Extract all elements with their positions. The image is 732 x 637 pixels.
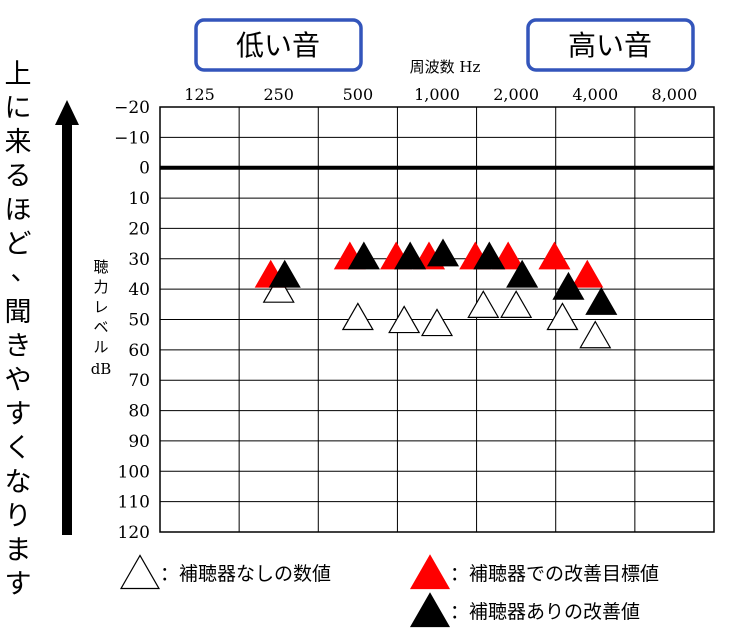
x-tick-label: 8,000	[652, 85, 698, 104]
audiogram-chart: 125 250 500 1,000 2,000 4,000 8,000 −20 −10 0 10 2…	[91, 85, 715, 543]
black-triangle-marker	[394, 241, 427, 270]
y-axis-title-char: ル	[93, 338, 108, 356]
y-tick-label: 70	[128, 371, 150, 391]
side-text-char: 上	[5, 59, 32, 90]
open-triangle-marker	[420, 308, 454, 337]
black-triangle-marker	[268, 259, 301, 288]
y-tick-label: 30	[128, 250, 150, 270]
y-tick-label: 120	[118, 523, 150, 543]
side-text-char: き	[5, 331, 32, 362]
x-tick-label: 2,000	[493, 85, 539, 104]
side-text-char: 、	[11, 256, 38, 287]
legend: ：補聴器なしの数値 ：補聴器での改善目標値 ：補聴器ありの改善値	[119, 554, 659, 628]
y-tick-label: −20	[114, 98, 150, 118]
y-tick-labels: −20 −10 0 10 20 30 40 50 60 70 80 90 100 110 120	[114, 98, 150, 543]
y-tick-label: 110	[118, 493, 150, 513]
open-triangle-marker	[546, 302, 579, 331]
y-tick-label: 10	[128, 189, 150, 209]
open-triangle-marker	[500, 290, 533, 318]
data-markers	[254, 238, 618, 349]
x-tick-labels: 125 250 500 1,000 2,000 4,000 8,000	[184, 85, 697, 104]
x-axis-title: 周波数 Hz	[410, 58, 481, 76]
side-text-char: す	[5, 399, 32, 430]
side-text-char: ま	[5, 535, 32, 566]
side-text-char: 聞	[5, 297, 32, 328]
side-text-char: ど	[5, 229, 32, 260]
y-axis-title-char: レ	[93, 298, 108, 316]
y-tick-label: 60	[128, 341, 150, 361]
arrowhead-icon	[55, 100, 79, 125]
side-text-char: り	[5, 501, 32, 532]
open-triangle-marker	[262, 274, 295, 303]
black-triangle-marker	[552, 271, 585, 300]
side-text-char: 来	[5, 127, 32, 158]
side-text-char: る	[5, 161, 32, 192]
open-triangle-marker	[467, 290, 500, 318]
x-tick-label: 4,000	[572, 85, 618, 104]
y-tick-label: 100	[118, 462, 150, 482]
y-tick-label: 50	[128, 311, 150, 331]
up-arrow	[55, 100, 79, 535]
side-text-char: や	[5, 365, 32, 396]
side-text-char: に	[5, 93, 32, 124]
side-text-char: な	[5, 467, 32, 498]
legend-label: ：補聴器ありの改善値	[450, 601, 640, 623]
legend-label: ：補聴器なしの数値	[160, 563, 331, 585]
open-triangle-marker	[579, 320, 612, 349]
side-text-char: く	[5, 433, 32, 464]
open-triangle-marker	[341, 302, 374, 331]
legend-marker	[409, 554, 451, 590]
high-sound-box: 高い音	[526, 18, 695, 72]
black-triangle-marker	[473, 241, 506, 270]
y-tick-label: 20	[128, 219, 150, 239]
red-triangle-marker	[538, 241, 571, 270]
black-triangle-marker	[426, 238, 460, 267]
black-triangle-marker	[585, 287, 618, 315]
red-triangle-marker	[571, 259, 604, 288]
legend-marker	[119, 554, 161, 590]
side-text-char: す	[5, 569, 32, 600]
y-tick-label: 80	[128, 402, 150, 422]
y-axis-title-char: 力	[93, 278, 108, 296]
legend-label: ：補聴器での改善目標値	[450, 563, 659, 585]
x-tick-label: 500	[343, 85, 374, 104]
low-sound-box: 低い音	[194, 18, 363, 72]
y-axis-unit: dB	[91, 360, 112, 378]
y-tick-label: 40	[128, 280, 150, 300]
y-axis-title-char: ベ	[93, 318, 108, 336]
y-tick-label: −10	[114, 128, 150, 148]
y-axis-title-char: 聴	[93, 258, 108, 276]
x-tick-label: 250	[263, 85, 294, 104]
high-sound-label: 高い音	[568, 29, 652, 62]
side-text-char: ほ	[5, 195, 32, 226]
y-tick-label: 90	[128, 432, 150, 452]
x-tick-label: 125	[184, 85, 215, 104]
legend-marker	[409, 592, 451, 628]
black-triangle-marker	[347, 241, 380, 270]
low-sound-label: 低い音	[236, 29, 320, 62]
y-tick-label: 0	[139, 159, 150, 179]
open-triangle-marker	[388, 305, 421, 334]
x-tick-label: 1,000	[414, 85, 460, 104]
black-triangle-marker	[506, 259, 539, 288]
